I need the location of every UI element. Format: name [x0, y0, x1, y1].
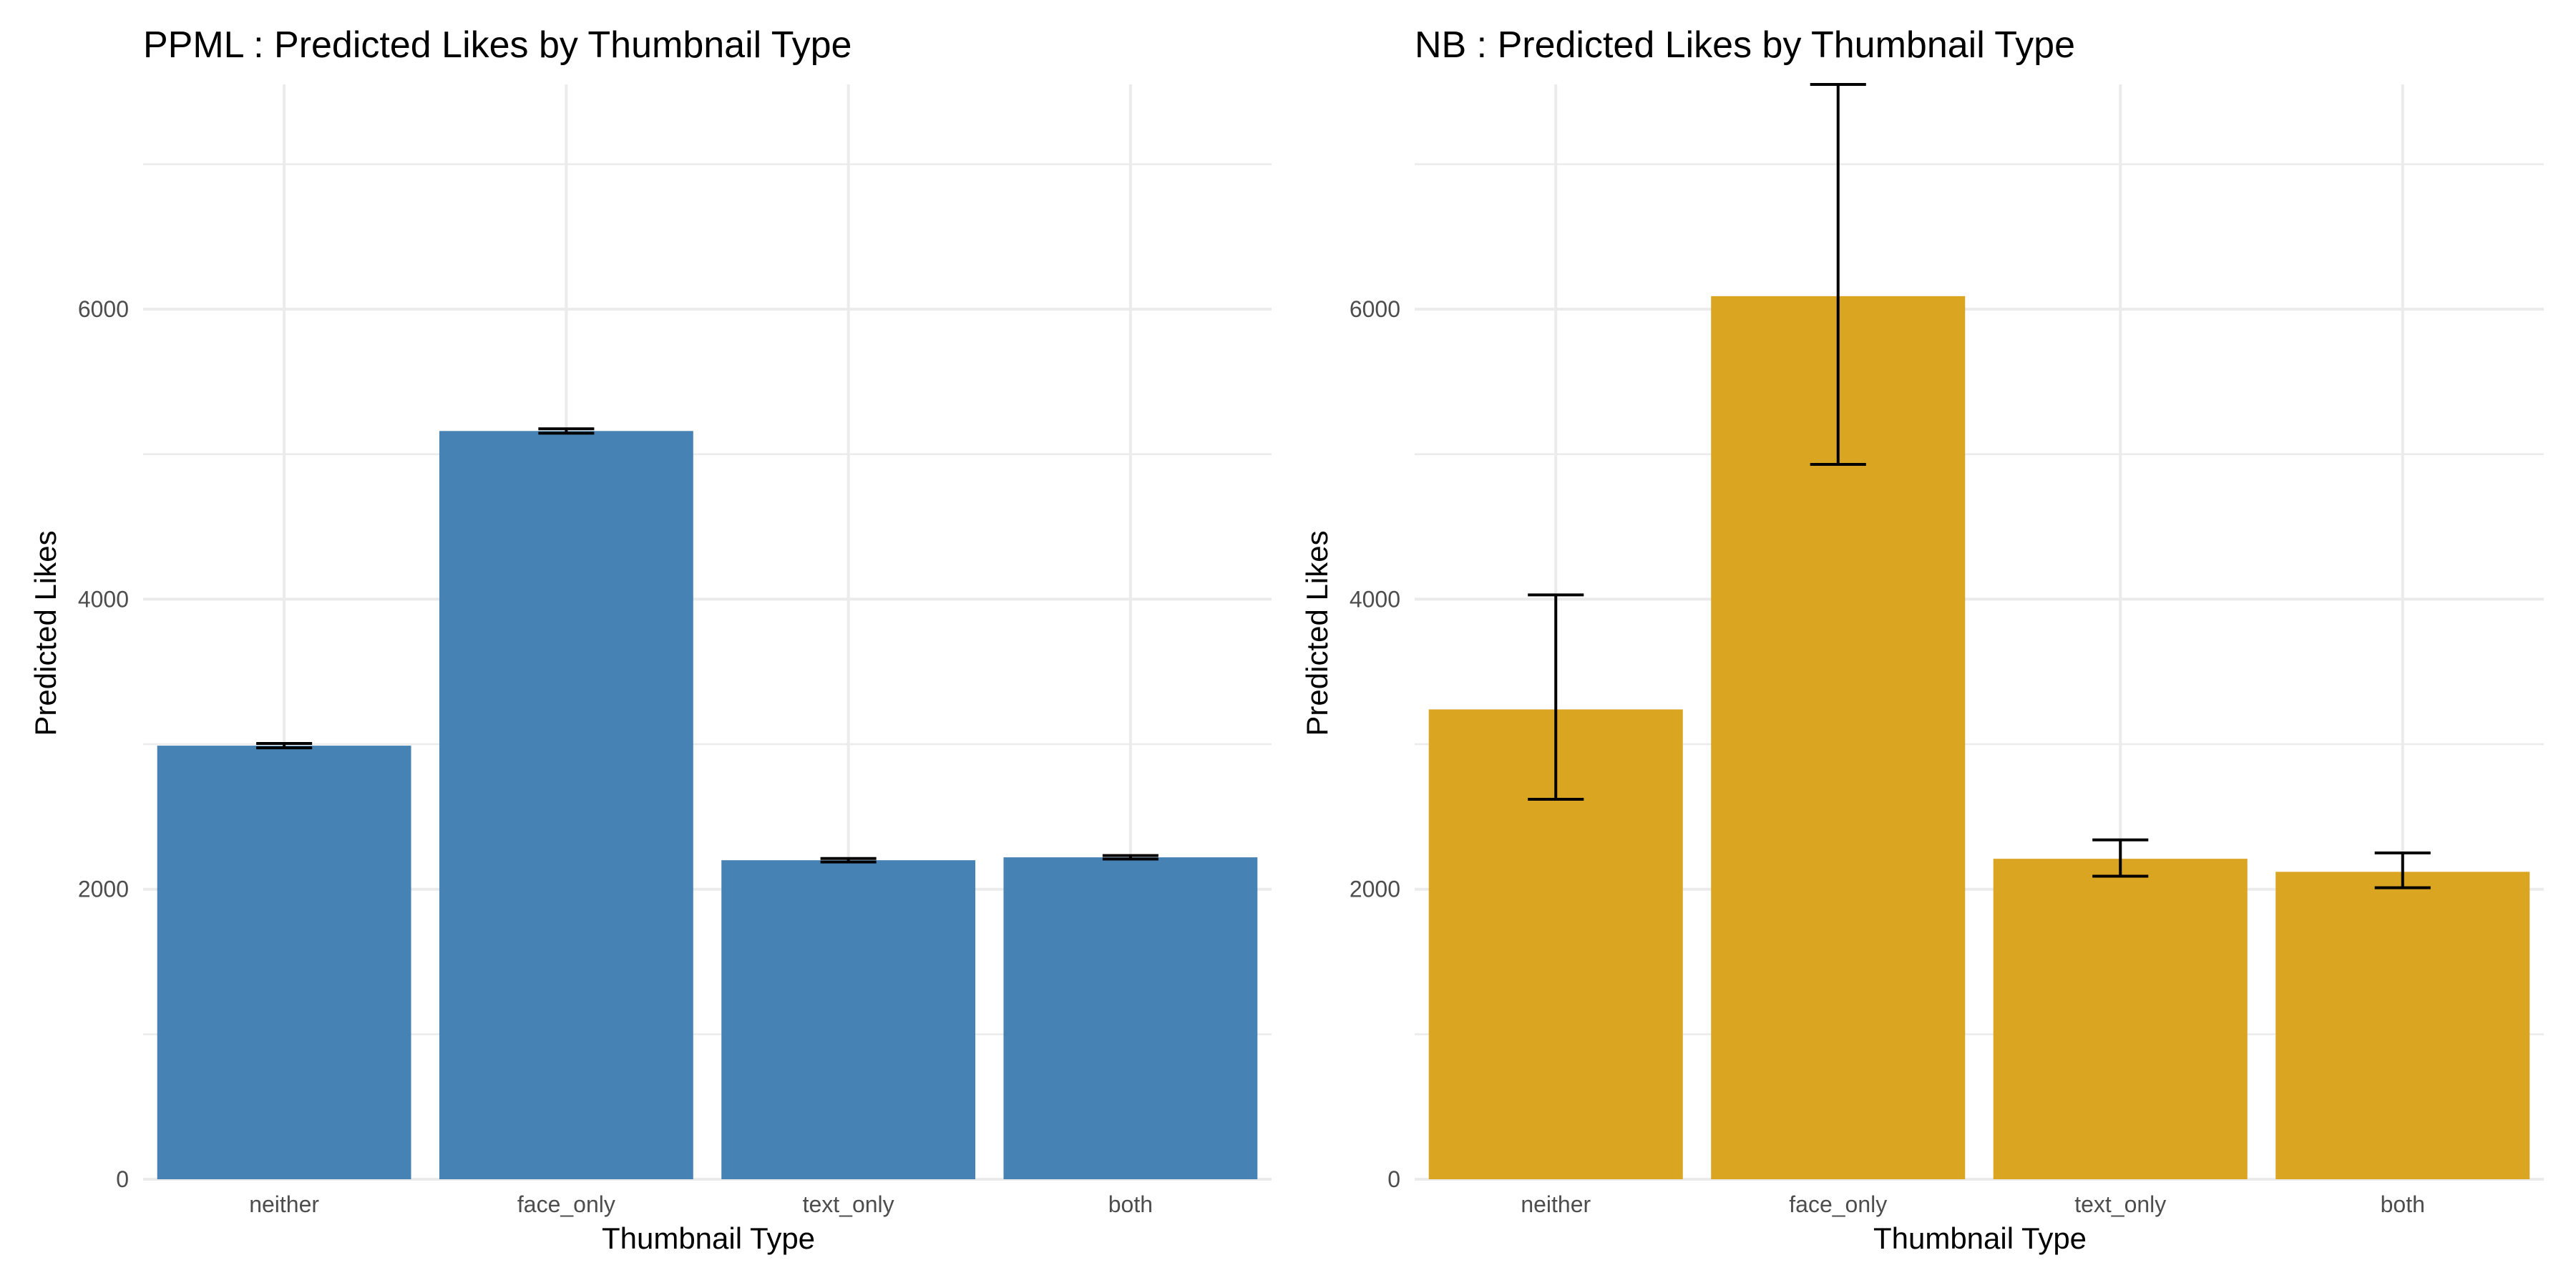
x-tick-label: both	[2381, 1191, 2425, 1217]
error-bar-text_only	[820, 857, 877, 864]
nb-chart-panel: NB : Predicted Likes by Thumbnail Type T…	[1300, 24, 2544, 1255]
error-bar-neither	[1528, 593, 1584, 801]
x-tick-label: both	[1108, 1191, 1153, 1217]
y-tick-label: 6000	[78, 296, 129, 322]
chart-title: PPML : Predicted Likes by Thumbnail Type	[143, 24, 852, 66]
bar-both	[1003, 857, 1258, 1179]
x-axis-title: Thumbnail Type	[602, 1221, 815, 1255]
error-bar-text_only	[2092, 838, 2149, 878]
x-axis-title: Thumbnail Type	[1873, 1221, 2087, 1255]
y-tick-label: 4000	[78, 586, 129, 612]
y-axis-title: Predicted Likes	[1300, 530, 1334, 736]
error-bar-face_only	[538, 427, 595, 435]
y-tick-label: 0	[1387, 1166, 1400, 1192]
y-tick-label: 2000	[78, 877, 129, 902]
error-bar-face_only	[1810, 83, 1866, 466]
bar-text_only	[1993, 859, 2248, 1179]
bar-neither	[157, 746, 411, 1179]
bar-face_only	[439, 431, 693, 1180]
bar-both	[2275, 872, 2530, 1179]
error-bar-both	[2374, 852, 2431, 889]
x-tick-label: face_only	[1789, 1191, 1887, 1217]
x-tick-label: face_only	[517, 1191, 615, 1217]
x-tick-label: text_only	[803, 1191, 894, 1217]
x-tick-label: text_only	[2074, 1191, 2166, 1217]
chart-title: NB : Predicted Likes by Thumbnail Type	[1415, 24, 2075, 66]
ppml-chart-panel: PPML : Predicted Likes by Thumbnail Type…	[29, 24, 1272, 1255]
y-tick-label: 2000	[1350, 877, 1400, 902]
y-axis-title: Predicted Likes	[29, 530, 62, 736]
y-tick-label: 4000	[1350, 586, 1400, 612]
bar-text_only	[721, 860, 976, 1179]
error-bar-neither	[256, 742, 313, 750]
error-bar-both	[1102, 854, 1158, 861]
y-tick-label: 0	[116, 1166, 129, 1192]
y-tick-label: 6000	[1350, 296, 1400, 322]
x-tick-label: neither	[1521, 1191, 1591, 1217]
x-tick-label: neither	[249, 1191, 319, 1217]
